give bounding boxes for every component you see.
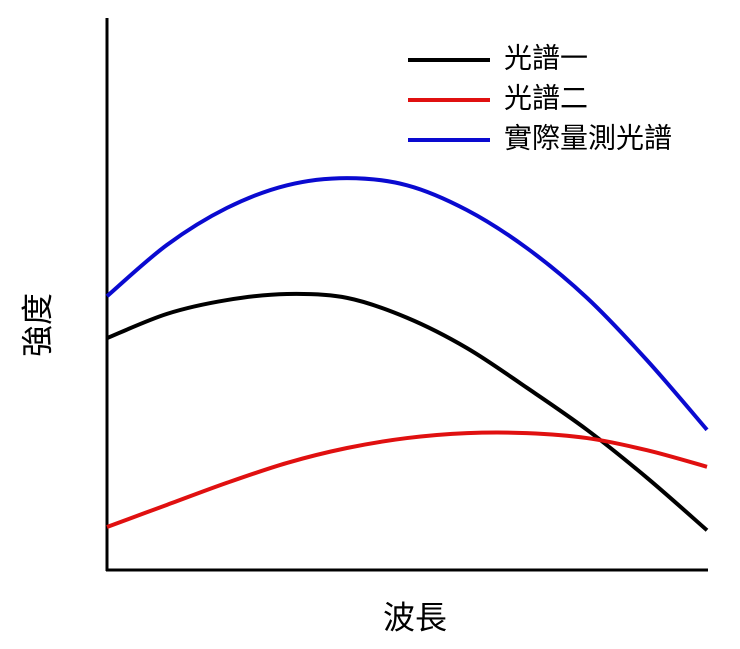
y-axis-label: 強度 (19, 293, 57, 357)
legend-label: 光譜二 (504, 82, 588, 115)
legend-label: 光譜一 (504, 42, 588, 75)
series-line (106, 291, 709, 532)
legend-label: 實際量測光譜 (504, 122, 672, 155)
x-axis-label: 波長 (383, 599, 447, 637)
series-line (106, 430, 708, 529)
series-line (105, 176, 709, 432)
